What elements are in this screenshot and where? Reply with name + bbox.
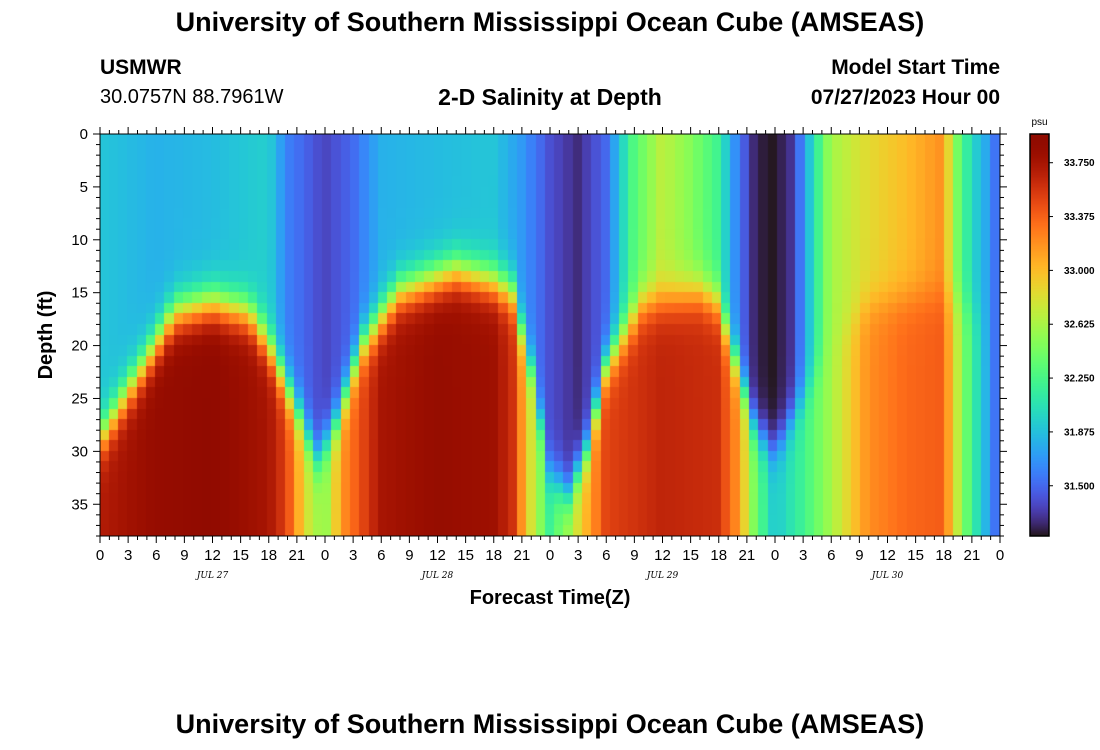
salinity-heatmap: [100, 134, 1000, 536]
colorbar-tick-label: 33.750: [1064, 158, 1095, 169]
day-label: JUL 27: [195, 571, 229, 581]
x-tick-label: 12: [204, 547, 221, 564]
x-tick-label: 0: [996, 547, 1004, 564]
x-tick-label: 15: [232, 547, 249, 564]
colorbar-frame: [1029, 133, 1050, 537]
x-tick-label: 6: [152, 547, 160, 564]
x-tick-label: 18: [935, 547, 952, 564]
x-tick-label: 12: [879, 547, 896, 564]
x-tick-label: 0: [96, 547, 104, 564]
model-start-time: 07/27/2023 Hour 00: [810, 86, 1000, 109]
x-tick-label: 9: [855, 547, 863, 564]
x-tick-label: 12: [654, 547, 671, 564]
station-name: USMWR: [100, 56, 182, 79]
x-tick-label: 21: [289, 547, 306, 564]
station-coordinates: 30.0757N 88.7961W: [100, 86, 284, 108]
x-tick-label: 9: [405, 547, 413, 564]
model-start-label: Model Start Time: [831, 56, 1000, 79]
x-tick-label: 21: [514, 547, 531, 564]
plot-frame: [99, 133, 1001, 537]
x-tick-label: 9: [180, 547, 188, 564]
footer-title: University of Southern Mississippi Ocean…: [175, 709, 925, 739]
colorbar-tick-label: 33.375: [1064, 212, 1095, 223]
colorbar-tick-label: 32.625: [1064, 320, 1095, 331]
y-tick-label: 30: [71, 443, 88, 460]
x-tick-label: 3: [574, 547, 582, 564]
colorbar: [1030, 134, 1049, 536]
y-tick-label: 15: [71, 285, 88, 302]
colorbar-tick-label: 33.000: [1064, 266, 1095, 277]
x-tick-label: 0: [321, 547, 329, 564]
x-tick-label: 21: [739, 547, 756, 564]
plot-title: 2-D Salinity at Depth: [438, 84, 662, 110]
y-tick-label: 20: [71, 338, 88, 355]
x-tick-label: 3: [349, 547, 357, 564]
y-tick-label: 0: [80, 126, 88, 143]
y-axis-title: Depth (ft): [35, 291, 57, 380]
y-tick-label: 35: [71, 496, 88, 513]
x-tick-label: 12: [429, 547, 446, 564]
x-tick-label: 0: [546, 547, 554, 564]
x-tick-label: 15: [682, 547, 699, 564]
colorbar-unit: psu: [1031, 117, 1047, 128]
y-tick-label: 5: [80, 179, 88, 196]
x-tick-label: 9: [630, 547, 638, 564]
x-tick-label: 21: [964, 547, 981, 564]
x-tick-label: 15: [907, 547, 924, 564]
x-tick-label: 6: [377, 547, 385, 564]
x-tick-label: 3: [124, 547, 132, 564]
x-tick-label: 15: [457, 547, 474, 564]
page-title: University of Southern Mississippi Ocean…: [175, 7, 925, 37]
x-tick-label: 0: [771, 547, 779, 564]
x-tick-label: 18: [485, 547, 502, 564]
day-label: JUL 28: [420, 571, 454, 581]
colorbar-tick-label: 32.250: [1064, 374, 1095, 385]
colorbar-tick-label: 31.875: [1064, 427, 1095, 438]
y-tick-label: 10: [71, 232, 88, 249]
x-tick-label: 18: [710, 547, 727, 564]
x-tick-label: 6: [827, 547, 835, 564]
colorbar-tick-label: 31.500: [1064, 481, 1095, 492]
x-tick-label: 3: [799, 547, 807, 564]
day-label: JUL 29: [645, 571, 679, 581]
x-axis-title: Forecast Time(Z): [470, 587, 631, 609]
x-tick-label: 18: [260, 547, 277, 564]
x-tick-label: 6: [602, 547, 610, 564]
day-label: JUL 30: [870, 571, 904, 581]
y-tick-label: 25: [71, 390, 88, 407]
